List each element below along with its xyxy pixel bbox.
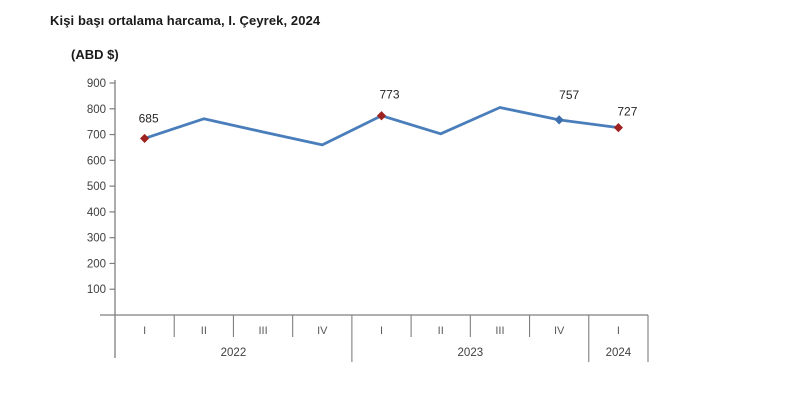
data-point-label: 685 xyxy=(139,111,159,125)
data-point-label: 757 xyxy=(559,88,579,102)
data-point-label: 773 xyxy=(379,88,399,102)
y-axis-tick-label: 600 xyxy=(87,155,106,167)
x-axis-quarter-label: III xyxy=(258,325,267,337)
y-axis-tick-label: 500 xyxy=(87,181,106,193)
y-axis-tick-label: 800 xyxy=(87,104,106,116)
y-axis-tick-label: 400 xyxy=(87,207,106,219)
y-axis-tick-label: 900 xyxy=(87,78,106,90)
y-axis-unit-label: (ABD $) xyxy=(71,47,119,62)
y-axis-tick-label: 200 xyxy=(87,258,106,270)
x-axis-year-label: 2022 xyxy=(221,347,247,359)
x-axis-quarter-label: IV xyxy=(317,325,328,337)
x-axis-quarter-label: I xyxy=(143,325,146,337)
x-axis-quarter-label: IV xyxy=(554,325,565,337)
x-axis-year-label: 2024 xyxy=(606,347,632,359)
y-axis-tick-label: 300 xyxy=(87,233,106,245)
x-axis-quarter-label: I xyxy=(380,325,383,337)
x-axis-quarter-label: I xyxy=(617,325,620,337)
x-axis-year-label: 2023 xyxy=(458,347,484,359)
data-point-marker-blue xyxy=(554,115,564,125)
data-point-label: 727 xyxy=(617,105,637,119)
y-axis-tick-label: 100 xyxy=(87,284,106,296)
chart-title: Kişi başı ortalama harcama, I. Çeyrek, 2… xyxy=(50,13,321,28)
x-axis-quarter-label: II xyxy=(438,325,444,337)
data-point-marker-red xyxy=(613,122,623,133)
data-point-marker-red xyxy=(140,133,150,144)
data-point-marker-red xyxy=(376,111,387,121)
x-axis-quarter-label: II xyxy=(201,325,207,337)
x-axis-quarter-label: III xyxy=(495,325,504,337)
y-axis-tick-label: 700 xyxy=(87,130,106,142)
